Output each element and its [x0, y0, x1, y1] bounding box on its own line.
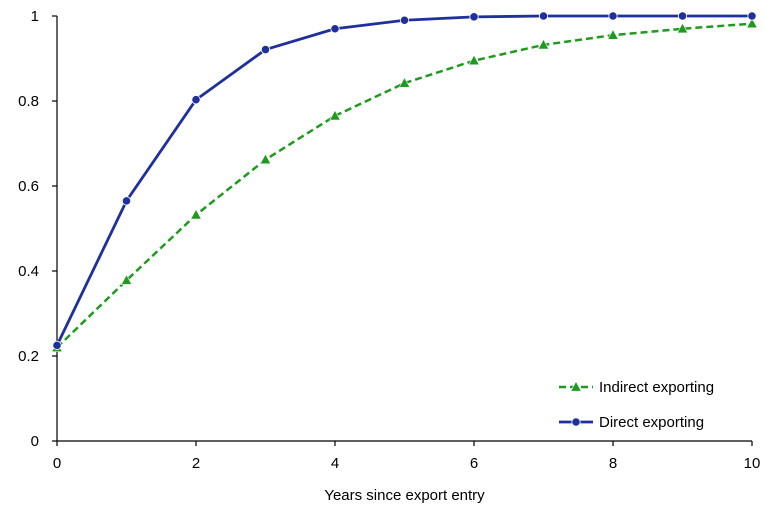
legend: Indirect exporting Direct exporting [559, 379, 714, 431]
indirect-exporting-point [190, 208, 202, 220]
x-tick-label: 0 [53, 455, 61, 472]
direct-exporting-point [399, 15, 410, 25]
legend-item-indirect-exporting: Indirect exporting [559, 379, 714, 396]
x-axis-title: Years since export entry [324, 487, 485, 504]
indirect-exporting-point [329, 109, 341, 121]
indirect-exporting-point [607, 28, 619, 40]
indirect-exporting-point [259, 153, 272, 165]
legend-item-direct-exporting: Direct exporting [559, 414, 704, 431]
direct-exporting-line [55, 14, 752, 346]
y-tick-label: 0.6 [18, 178, 39, 195]
axes: 00.20.40.60.810 2 4 6 8 10 [18, 8, 760, 472]
direct-exporting-point [747, 11, 757, 21]
direct-exporting-point [52, 340, 62, 350]
y-tick-label: 0.4 [18, 263, 39, 280]
x-tick-label: 8 [609, 455, 617, 472]
y-tick-label: 0.8 [18, 93, 39, 110]
x-tick-label: 4 [331, 455, 339, 472]
direct-exporting-point [677, 11, 688, 21]
direct-exporting-point [608, 11, 618, 21]
direct-exporting-point [330, 24, 340, 34]
legend-label: Indirect exporting [599, 379, 714, 396]
indirect-exporting-point [468, 54, 480, 66]
y-tick-label: 0 [31, 433, 39, 450]
indirect-exporting-series [51, 17, 758, 352]
indirect-exporting-point [398, 77, 411, 88]
direct-exporting-point [191, 95, 201, 105]
y-tick-label: 0.2 [18, 348, 39, 365]
indirect-exporting-point [676, 22, 689, 34]
legend-label: Direct exporting [599, 414, 704, 431]
series-layer [51, 11, 758, 352]
direct-exporting-point [121, 196, 132, 206]
direct-exporting-point [260, 44, 271, 55]
indirect-exporting-line [56, 22, 753, 349]
direct-exporting-point [538, 11, 549, 21]
direct-exporting-series [52, 11, 757, 350]
x-tick-label: 2 [192, 455, 200, 472]
legend-marker [570, 380, 582, 392]
indirect-exporting-point [537, 38, 550, 50]
x-tick-label: 6 [470, 455, 478, 472]
legend-marker [571, 417, 581, 427]
indirect-exporting-point [120, 274, 133, 285]
x-tick-label: 10 [744, 455, 761, 472]
y-tick-label: 1 [31, 8, 39, 25]
indirect-exporting-point [746, 17, 758, 29]
direct-exporting-point [469, 12, 479, 22]
